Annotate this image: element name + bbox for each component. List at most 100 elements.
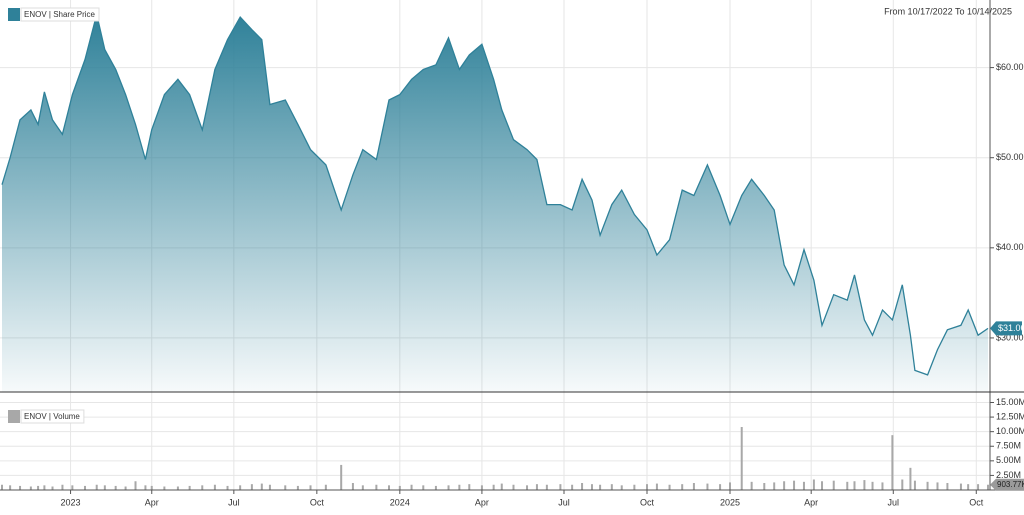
volume-bar [250,484,253,490]
volume-bar [284,485,287,490]
volume-bar [103,485,106,490]
volume-bar [296,485,299,490]
volume-bar [909,467,912,490]
volume-bar [977,484,980,490]
volume-bar [681,484,684,490]
volume-bar [655,483,658,490]
volume-bar [61,484,64,490]
volume-bar [37,485,40,490]
volume-bar [124,486,127,490]
x-tick-label: 2024 [390,497,410,507]
volume-bar [545,484,548,490]
x-tick-label: Oct [310,497,325,507]
volume-bar [398,485,401,490]
volume-bar [361,485,364,490]
volume-bar [987,484,989,490]
volume-bar [692,483,695,490]
volume-bar [134,481,137,490]
volume-bar [95,484,98,490]
volume-bar [526,485,529,490]
y-tick-label: 15.00M [996,397,1024,407]
volume-bar [926,481,929,490]
last-value-tag [990,321,1022,336]
legend-box [20,409,85,424]
volume-bar [610,484,613,490]
volume-bar [51,486,54,490]
legend-box [20,7,100,22]
volume-bar [793,480,796,490]
volume-bar [853,481,856,490]
x-tick-label: 2023 [61,497,81,507]
volume-bar [163,486,166,490]
volume-bar [468,484,471,490]
volume-bar [239,485,242,490]
x-tick-label: Oct [969,497,984,507]
y-tick-label: $30.00 [996,332,1024,342]
volume-bar [719,484,722,490]
price-area [2,14,988,393]
volume-bar [19,485,22,490]
last-value-label: $31.06 [998,323,1024,333]
volume-bar [783,481,786,490]
volume-bar [324,484,327,490]
volume-bar [512,484,515,490]
volume-bar [706,483,709,490]
x-tick-label: Jul [558,497,570,507]
volume-bar [351,483,354,490]
volume-bar [260,483,263,490]
volume-bar [728,482,731,490]
volume-bar [881,482,884,490]
volume-bar [458,484,461,490]
x-tick-label: Apr [475,497,489,507]
volume-bar [571,484,574,490]
price-line [1,14,989,376]
volume-bar [114,485,117,490]
legend-label: ENOV | Share Price [24,10,96,19]
y-tick-label: $60.00 [996,62,1024,72]
x-tick-label: Apr [145,497,159,507]
volume-bar [812,479,815,490]
x-tick-label: Jul [888,497,900,507]
volume-bar [891,435,894,490]
volume-bar [268,484,271,490]
volume-bar [388,485,391,490]
volume-bar [535,484,538,490]
volume-bar [913,480,916,490]
volume-bar [176,486,179,490]
volume-bar [309,485,312,490]
volume-bar [821,481,824,490]
volume-bar [144,485,147,490]
volume-bar [375,484,378,490]
volume-bar [340,464,343,490]
volume-bar [773,482,776,490]
volume-bar [410,484,413,490]
legend-swatch [8,410,20,423]
volume-bar [43,485,46,490]
x-tick-label: Apr [804,497,818,507]
volume-bar [763,483,766,490]
y-tick-label: 7.50M [996,441,1021,451]
date-range: From 10/17/2022 To 10/14/2025 [884,6,1012,16]
volume-bar [590,484,593,490]
volume-bar [213,484,216,490]
volume-bar [832,480,835,490]
x-tick-label: Oct [640,497,655,507]
y-tick-label: $50.00 [996,152,1024,162]
volume-bar [150,485,153,490]
volume-bar [422,485,425,490]
volume-bar [802,481,805,490]
volume-bar [901,479,904,490]
volume-bar [29,486,32,490]
volume-bar [71,485,74,490]
last-value-tag [990,478,1024,491]
volume-bar [480,485,483,490]
volume-bar [9,485,12,490]
volume-bar [1,484,3,490]
volume-bar [740,427,743,490]
x-tick-label: 2025 [720,497,740,507]
volume-bar [959,483,962,490]
volume-bar [500,483,503,490]
legend-label: ENOV | Volume [24,412,80,421]
volume-bar [226,485,229,490]
